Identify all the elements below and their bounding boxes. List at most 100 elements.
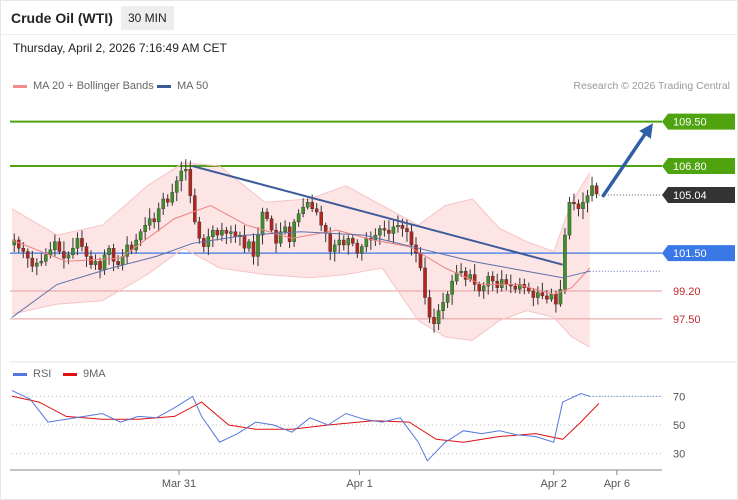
candle <box>26 248 30 268</box>
candle <box>211 225 215 248</box>
candle-body <box>382 228 387 231</box>
candle <box>247 238 251 252</box>
candle <box>472 264 477 292</box>
candle <box>215 227 220 241</box>
legend-ma20: MA 20 + Bollinger Bands <box>13 80 154 92</box>
candle <box>554 290 558 313</box>
time-label: Mar 31 <box>162 478 196 490</box>
time-label: Apr 6 <box>604 478 630 490</box>
timeframe-badge[interactable]: 30 MIN <box>121 6 174 30</box>
candle-body <box>432 317 436 325</box>
level-label-3: 101.50 <box>673 248 707 260</box>
candle <box>360 243 364 261</box>
candle-body <box>80 238 84 247</box>
candle <box>75 232 80 256</box>
candle <box>341 235 346 251</box>
candle-body <box>116 261 120 265</box>
candle-body <box>274 229 278 244</box>
candle <box>193 188 197 225</box>
candle-body <box>450 280 454 295</box>
candle <box>549 288 554 302</box>
candle-body <box>62 251 66 259</box>
candle-body <box>269 218 274 231</box>
candle <box>436 304 441 330</box>
candle <box>93 254 98 270</box>
candle-body <box>147 218 152 226</box>
candle-body <box>215 229 220 236</box>
chart-header: Crude Oil (WTI) 30 MIN <box>0 0 736 35</box>
copyright-text: Research © 2026 Trading Central <box>573 80 730 92</box>
candle-body <box>193 195 197 223</box>
candle <box>229 225 233 244</box>
bollinger-upper <box>11 162 591 253</box>
candle-body <box>387 229 391 234</box>
candle <box>111 243 116 272</box>
candle-body <box>93 261 98 265</box>
candle-body <box>256 234 260 257</box>
candle-body <box>364 238 369 247</box>
candle-body <box>554 294 558 305</box>
level-tag-1 <box>662 158 735 175</box>
candle-body <box>545 295 549 300</box>
candle-body <box>463 271 468 280</box>
candle-body <box>504 279 509 285</box>
candle-body <box>332 244 337 252</box>
candle <box>62 241 66 269</box>
candle-body <box>441 302 445 311</box>
candle-body <box>125 244 129 257</box>
candle-body <box>251 241 256 257</box>
candle-body <box>585 195 590 203</box>
candle <box>477 281 481 297</box>
candle <box>107 245 111 265</box>
candle-body <box>499 279 504 288</box>
candle-body <box>265 211 269 219</box>
candle <box>391 220 396 244</box>
candle-body <box>540 292 545 297</box>
candle-body <box>328 233 333 252</box>
candle <box>355 239 360 259</box>
candle-body <box>152 218 156 223</box>
candle-body <box>360 246 364 254</box>
candle <box>269 215 274 233</box>
candle-body <box>134 239 138 251</box>
candle-body <box>477 284 481 292</box>
candle <box>84 242 89 268</box>
candle <box>179 161 184 192</box>
candle-body <box>594 185 599 195</box>
bollinger-band-area <box>12 162 590 347</box>
instrument-title: Crude Oil (WTI) <box>11 10 113 26</box>
legend-ma50: MA 50 <box>157 80 208 92</box>
bollinger-lower <box>11 247 591 348</box>
candle <box>581 192 585 220</box>
candle-body <box>346 238 351 246</box>
candle-body <box>138 231 143 241</box>
candle <box>147 208 152 231</box>
candle-body <box>107 248 111 256</box>
candle <box>531 287 536 307</box>
candle <box>256 227 260 267</box>
forecast-arrow-shaft <box>601 129 649 198</box>
legend-rsi-label: RSI <box>33 368 52 380</box>
candle-body <box>418 252 423 269</box>
candle-body <box>427 297 432 318</box>
candle <box>170 183 175 206</box>
candle-body <box>211 229 215 237</box>
candle-body <box>21 248 26 252</box>
candle-body <box>30 257 35 267</box>
level-label-1: 106.80 <box>673 161 707 173</box>
candle-body <box>283 226 287 232</box>
ma20-swatch <box>13 84 27 88</box>
level-tag-3 <box>662 245 735 262</box>
candle-body <box>310 201 314 209</box>
rsi-tick-50: 50 <box>673 420 685 432</box>
candle <box>301 198 305 218</box>
candle <box>450 274 454 305</box>
candle-body <box>179 170 184 182</box>
candle <box>251 233 256 265</box>
candle-body <box>35 262 39 267</box>
legend-ma20-label: MA 20 + Bollinger Bands <box>33 80 154 92</box>
candle <box>536 286 540 305</box>
candle <box>432 308 436 333</box>
candle-body <box>414 244 418 254</box>
